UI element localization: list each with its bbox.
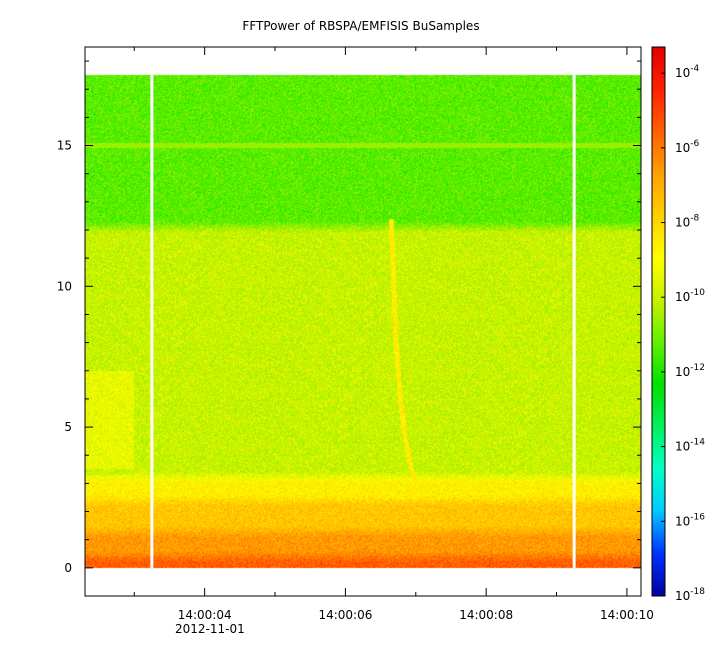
y-tick-label: 0 (64, 561, 72, 575)
x-tick-label: 14:00:10 (600, 608, 654, 622)
y-axis: 0 5 10 15 (57, 60, 641, 575)
x-tick-label: 14:00:08 (459, 608, 513, 622)
chart-title: FFTPower of RBSPA/EMFISIS BuSamples (242, 19, 479, 33)
data-gap (150, 75, 154, 568)
data-gap (572, 75, 576, 568)
colorbar-ticks: 10-4 10-6 10-8 10-10 10-12 10-14 10-16 10-18 (661, 64, 705, 603)
colorbar-tick-label: 10-6 (675, 139, 700, 155)
colorbar-tick-label: 10-16 (675, 512, 705, 528)
colorbar-tick-label: 10-12 (675, 363, 705, 379)
colorbar-scale (652, 47, 665, 596)
y-tick-label: 15 (57, 139, 72, 153)
x-axis: 14:00:04 14:00:06 14:00:08 14:00:10 (133, 47, 654, 622)
colorbar-tick-label: 10-8 (675, 214, 700, 230)
colorbar-frame (651, 46, 666, 597)
x-tick-label: 14:00:06 (318, 608, 372, 622)
spectrogram-plot-area (85, 47, 641, 596)
y-tick-label: 5 (64, 420, 72, 434)
plot-frame (84, 46, 642, 597)
x-axis-date-label: 2012-11-01 (175, 622, 245, 636)
colorbar-tick-label: 10-10 (675, 288, 705, 304)
x-tick-label: 14:00:04 (178, 608, 232, 622)
spectrogram-image (85, 47, 641, 596)
colorbar: 10-4 10-6 10-8 10-10 10-12 10-14 10-16 10-18 (651, 46, 705, 603)
spectrogram-overlays (150, 75, 576, 568)
y-tick-label: 10 (57, 279, 72, 293)
colorbar-tick-label: 10-4 (675, 64, 700, 80)
colorbar-tick-label: 10-14 (675, 438, 705, 454)
colorbar-tick-label: 10-18 (675, 587, 705, 603)
